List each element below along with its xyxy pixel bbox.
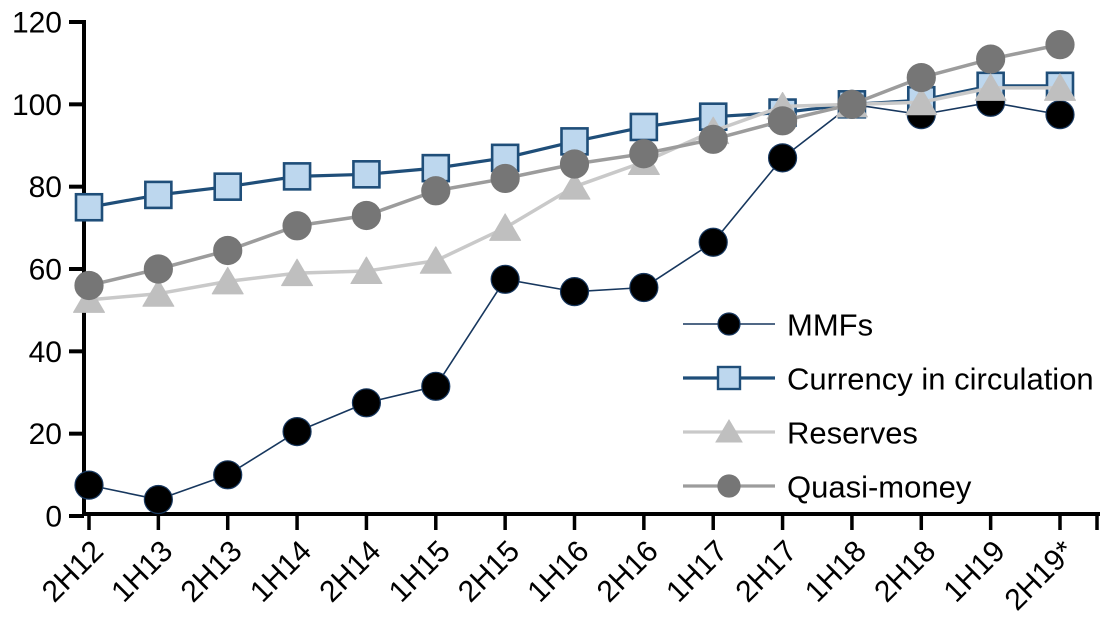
- marker-reserves: [1043, 73, 1076, 101]
- marker-currency-in-circulation: [213, 172, 243, 201]
- x-axis-tick-label: 2H14: [313, 535, 387, 609]
- x-axis-tick-label: 1H18: [799, 535, 873, 609]
- y-axis-tick-label: 0: [45, 501, 62, 534]
- y-axis-tick-label: 80: [29, 171, 62, 204]
- marker-currency-in-circulation: [629, 112, 659, 142]
- marker-quasi-money: [629, 139, 659, 169]
- marker-reserves: [489, 213, 522, 241]
- x-axis-tick-label: 2H17: [729, 535, 803, 609]
- x-axis-tick-label: 1H19: [938, 535, 1012, 609]
- x-axis-tick-label: 1H14: [244, 535, 318, 609]
- legend-item-mmfs: MMFs: [683, 307, 873, 342]
- marker-reserves: [281, 258, 314, 287]
- marker-reserves: [558, 172, 591, 200]
- legend-label-currency-in-circulation: Currency in circulation: [787, 361, 1094, 396]
- legend-item-quasi-money: Quasi-money: [683, 469, 972, 504]
- marker-quasi-money: [282, 211, 312, 241]
- marker-reserves: [905, 87, 938, 116]
- marker-mmfs: [351, 388, 382, 418]
- marker-quasi-money: [837, 89, 867, 119]
- x-axis-tick-label: 2H15: [452, 535, 526, 609]
- marker-mmfs: [421, 371, 451, 401]
- marker-quasi-money: [559, 149, 590, 179]
- legend-item-currency-in-circulation: Currency in circulation: [683, 361, 1094, 396]
- marker-quasi-money: [351, 200, 382, 231]
- legend-item-reserves: Reserves: [683, 415, 918, 450]
- marker-mmfs: [1045, 100, 1075, 130]
- marker-mmfs: [767, 143, 798, 173]
- x-axis-tick-label: 1H16: [521, 535, 595, 609]
- marker-reserves: [974, 73, 1007, 101]
- marker-quasi-money: [976, 44, 1006, 74]
- marker-reserves: [142, 279, 175, 307]
- legend-marker-quasi-money: [717, 474, 741, 498]
- legend-label-quasi-money: Quasi-money: [787, 469, 972, 504]
- y-axis-tick-label: 100: [12, 89, 62, 122]
- x-axis-tick-label: 2H12: [36, 535, 110, 609]
- legend-label-mmfs: MMFs: [787, 307, 873, 342]
- marker-currency-in-circulation: [352, 160, 381, 189]
- marker-quasi-money: [490, 163, 520, 194]
- marker-mmfs: [490, 264, 520, 294]
- x-axis-tick-label: 2H19*: [999, 534, 1082, 617]
- y-axis-tick-label: 20: [29, 418, 62, 451]
- marker-mmfs: [282, 417, 312, 447]
- legend-label-reserves: Reserves: [787, 415, 918, 450]
- marker-mmfs: [74, 470, 104, 500]
- marker-quasi-money: [421, 176, 451, 206]
- x-axis-tick-label: 2H13: [175, 535, 249, 609]
- marker-quasi-money: [74, 270, 104, 301]
- marker-reserves: [350, 256, 383, 285]
- marker-reserves: [211, 266, 244, 295]
- marker-quasi-money: [143, 254, 173, 284]
- marker-currency-in-circulation: [282, 162, 312, 191]
- marker-currency-in-circulation: [74, 192, 104, 222]
- marker-mmfs: [559, 277, 590, 307]
- marker-quasi-money: [213, 235, 243, 266]
- legend-marker-mmfs: [717, 312, 741, 336]
- marker-quasi-money: [767, 106, 798, 136]
- marker-mmfs: [143, 484, 173, 515]
- x-axis-tick-label: 1H15: [383, 535, 457, 609]
- x-axis-tick-label: 1H13: [105, 535, 179, 609]
- marker-currency-in-circulation: [144, 180, 173, 210]
- marker-mmfs: [213, 460, 243, 490]
- legend-marker-reserves: [715, 419, 743, 443]
- y-axis-tick-label: 40: [29, 336, 62, 369]
- marker-quasi-money: [1045, 30, 1075, 60]
- x-axis-tick-label: 1H17: [660, 535, 734, 609]
- x-axis-tick-label: 2H18: [868, 535, 942, 609]
- marker-mmfs: [698, 227, 728, 257]
- marker-mmfs: [629, 272, 659, 303]
- x-axis-tick-label: 2H16: [591, 535, 665, 609]
- y-axis-tick-label: 60: [29, 254, 62, 287]
- marker-quasi-money: [906, 62, 936, 93]
- marker-quasi-money: [698, 124, 728, 154]
- legend-marker-currency-in-circulation: [716, 365, 742, 391]
- marker-reserves: [419, 246, 452, 274]
- y-axis-tick-label: 120: [12, 7, 62, 40]
